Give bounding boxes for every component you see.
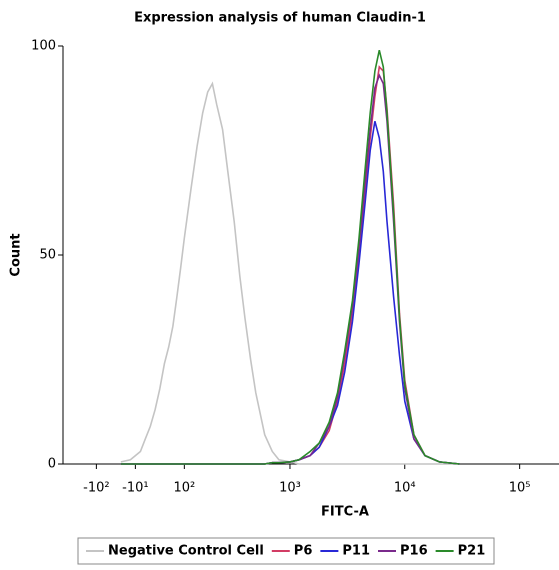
y-tick-label: 50: [39, 248, 56, 263]
x-tick-label: 10²: [173, 481, 195, 496]
chart-title: Expression analysis of human Claudin-1: [134, 11, 426, 26]
legend-label: Negative Control Cell: [108, 544, 264, 559]
y-axis-label: Count: [9, 233, 24, 276]
x-tick-label: -10²: [83, 481, 109, 496]
series-line: [120, 50, 460, 465]
legend-label: P6: [294, 544, 313, 559]
x-tick-label: -10¹: [122, 481, 148, 496]
x-axis-label: FITC-A: [321, 505, 369, 520]
x-tick-label: 10³: [279, 481, 301, 496]
y-tick-label: 100: [31, 39, 56, 54]
x-tick-label: 10⁵: [509, 481, 531, 496]
x-tick-label: 10⁴: [394, 481, 416, 496]
legend-label: P16: [400, 544, 428, 559]
y-tick-label: 0: [48, 457, 56, 472]
legend-label: P11: [342, 544, 370, 559]
legend-label: P21: [458, 544, 486, 559]
series-line: [120, 81, 460, 465]
